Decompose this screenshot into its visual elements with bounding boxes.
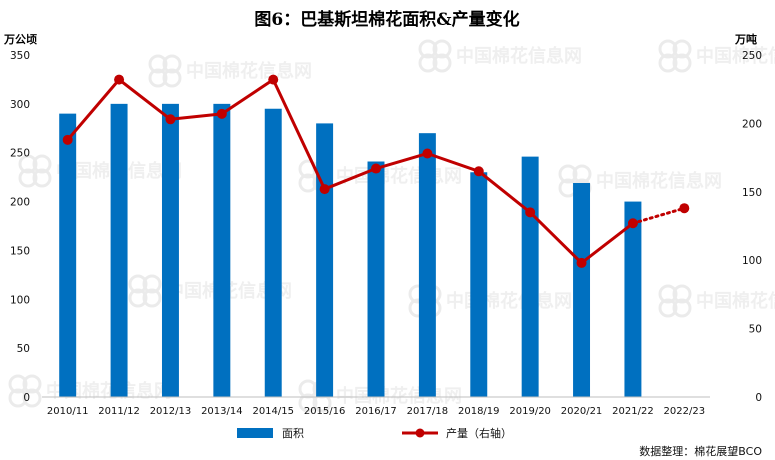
x-tick-label: 2014/15	[252, 406, 294, 417]
right-y-tick-label: 100	[742, 255, 762, 267]
production-line-forecast	[631, 206, 686, 225]
watermark-text: 中国棉花信息网	[336, 385, 462, 407]
x-tick-label: 2010/11	[47, 406, 89, 417]
watermark-logo	[658, 39, 692, 73]
production-point	[268, 74, 279, 85]
watermark-text: 中国棉花信息网	[596, 170, 722, 192]
watermark-text: 中国棉花信息网	[186, 60, 312, 82]
left-y-tick-label: 350	[10, 50, 30, 62]
x-tick-label: 2020/21	[561, 406, 603, 417]
right-axis-unit: 万吨	[734, 32, 757, 46]
x-tick-label: 2019/20	[509, 406, 551, 417]
source-note: 数据整理：棉花展望BCO	[639, 444, 762, 458]
production-point	[627, 218, 638, 229]
watermark-text: 中国棉花信息网	[696, 290, 775, 312]
left-y-tick-label: 50	[17, 343, 30, 355]
watermark-logo	[658, 284, 692, 318]
area-bar	[213, 103, 231, 397]
left-y-tick-label: 100	[10, 294, 30, 306]
area-bar	[110, 103, 128, 397]
left-y-tick-label: 250	[10, 148, 30, 160]
legend-label-area: 面积	[282, 427, 304, 440]
left-y-ticks: 0 50 100 150 200 250 300 350	[10, 50, 30, 404]
legend: 面积 产量（右轴）	[237, 426, 512, 440]
chart-title: 图6：巴基斯坦棉花面积&产量变化	[254, 9, 519, 30]
production-point	[114, 74, 125, 85]
watermark-text: 中国棉花信息网	[446, 290, 572, 312]
legend-marker-production	[415, 428, 425, 438]
area-bar	[470, 172, 488, 397]
production-point	[679, 203, 690, 214]
area-bar	[521, 156, 539, 397]
area-bar	[418, 133, 436, 397]
production-point	[62, 134, 73, 145]
watermark-text: 中国棉花信息网	[456, 45, 582, 67]
right-y-tick-label: 150	[742, 187, 762, 199]
area-bar	[264, 108, 282, 397]
left-y-tick-label: 0	[23, 392, 30, 404]
left-y-tick-label: 200	[10, 197, 30, 209]
legend-swatch-area	[237, 428, 273, 438]
left-axis-unit: 万公顷	[3, 33, 37, 46]
x-tick-label: 2021/22	[612, 406, 654, 417]
watermark-logo	[148, 54, 182, 88]
watermark-text: 中国棉花信息网	[696, 45, 775, 67]
x-tick-label: 2018/19	[458, 406, 500, 417]
legend-label-production: 产量（右轴）	[446, 426, 512, 440]
production-point	[473, 166, 484, 177]
production-point	[371, 163, 381, 174]
area-bar	[573, 183, 591, 397]
right-y-tick-label: 200	[742, 118, 762, 130]
right-y-tick-label: 50	[749, 324, 762, 336]
x-tick-label: 2013/14	[201, 406, 243, 417]
area-bars	[59, 103, 642, 398]
right-y-tick-label: 0	[755, 392, 762, 404]
area-bar	[316, 123, 334, 398]
x-tick-label: 2011/12	[98, 406, 140, 417]
production-point	[319, 184, 330, 195]
area-bar	[367, 161, 385, 397]
production-point	[422, 148, 433, 159]
watermark-logo	[418, 39, 452, 73]
production-point	[525, 207, 536, 218]
right-y-tick-label: 250	[742, 50, 762, 62]
area-bar	[59, 113, 77, 397]
x-ticks: 2010/11 2011/12 2012/13 2013/14 2014/15 2015/…	[47, 406, 705, 417]
production-point	[576, 257, 587, 268]
x-tick-label: 2015/16	[304, 406, 346, 417]
left-y-tick-label: 150	[10, 245, 30, 257]
right-y-ticks: 0 50 100 150 200 250	[742, 50, 762, 404]
area-bar	[161, 103, 179, 397]
production-point	[165, 114, 176, 125]
left-y-tick-label: 300	[10, 99, 30, 111]
x-tick-label: 2012/13	[150, 406, 192, 417]
watermark-logo	[18, 154, 52, 188]
production-line-solid	[66, 78, 634, 265]
watermark-logo	[128, 274, 162, 308]
production-point	[216, 108, 227, 119]
x-tick-label: 2017/18	[407, 406, 449, 417]
production-line	[62, 74, 690, 268]
area-bar	[624, 201, 642, 397]
x-tick-label: 2022/23	[664, 406, 706, 417]
x-tick-label: 2016/17	[355, 406, 397, 417]
